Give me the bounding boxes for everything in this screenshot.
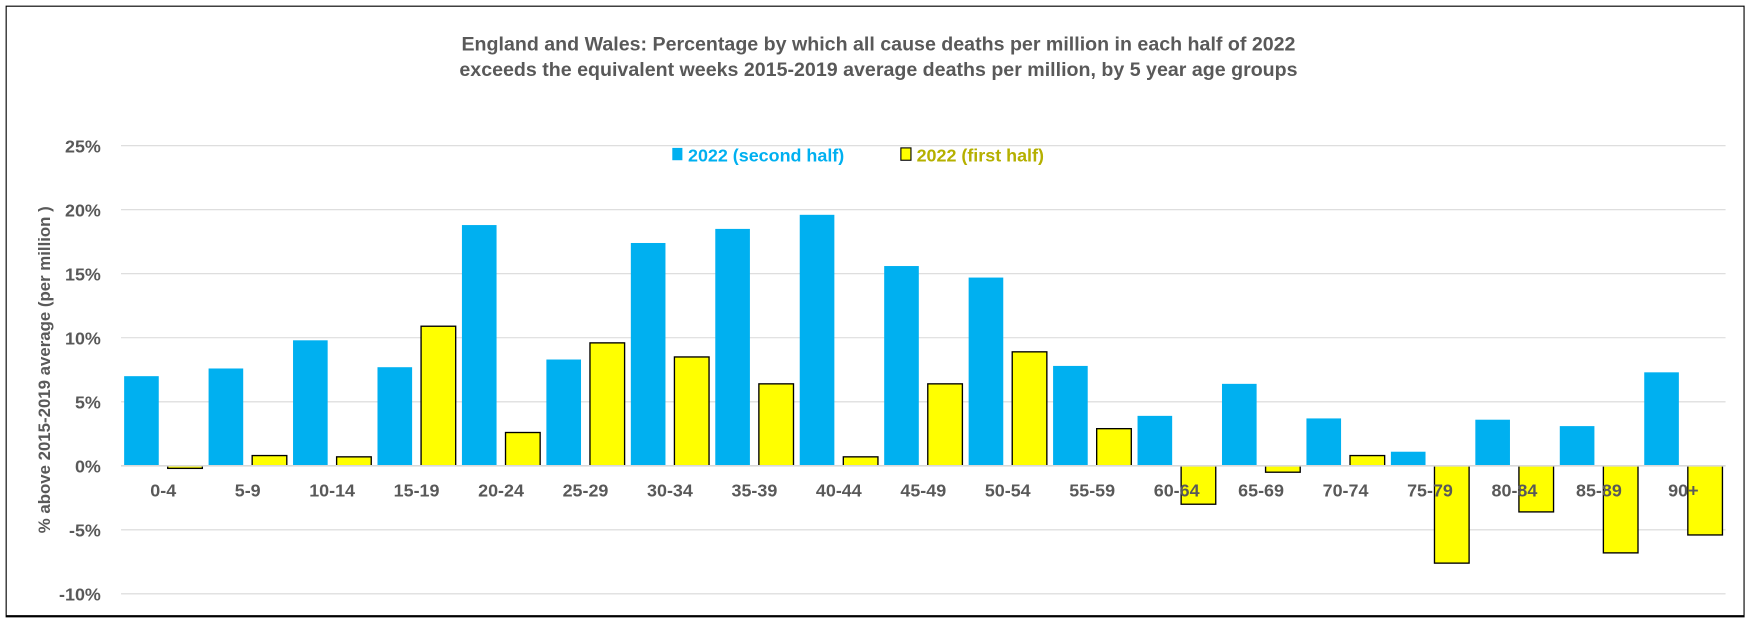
bar-first-half — [927, 383, 964, 467]
x-tick-label: 80-84 — [1492, 480, 1538, 500]
x-tick-label: 25-29 — [563, 480, 609, 500]
bar-second-half — [1475, 419, 1510, 466]
chart-title-line-2: exceeds the equivalent weeks 2015-2019 a… — [459, 58, 1298, 81]
bar-second-half — [1306, 418, 1342, 466]
bar-first-half — [251, 454, 288, 467]
x-tick-label: 20-24 — [478, 480, 524, 500]
bar-first-half — [420, 325, 457, 467]
x-tick-label: 60-64 — [1154, 480, 1200, 500]
bar-second-half — [546, 359, 582, 466]
bar-second-half — [293, 340, 328, 466]
bar-first-half — [842, 456, 879, 467]
bar-first-half — [1096, 427, 1132, 467]
bar-second-half — [1390, 451, 1426, 466]
bar-first-half — [1011, 351, 1048, 467]
y-tick-label: 20% — [65, 200, 101, 220]
y-tick-label: -10% — [59, 585, 101, 605]
x-tick-label: 30-34 — [647, 480, 693, 500]
bar-second-half — [968, 277, 1004, 466]
chart-title-line-1: England and Wales: Percentage by which a… — [461, 32, 1296, 55]
bar-second-half — [1221, 383, 1257, 466]
bar-second-half — [461, 225, 497, 466]
x-tick-label: 15-19 — [394, 480, 440, 500]
bar-first-half — [589, 342, 626, 467]
x-tick-label: 75-79 — [1407, 480, 1453, 500]
bar-second-half — [715, 228, 750, 466]
x-tick-label: 0-4 — [150, 480, 176, 500]
bar-first-half — [1349, 454, 1386, 467]
legend-label: 2022 (first half) — [917, 145, 1044, 165]
bar-first-half — [1518, 465, 1555, 513]
bar-first-half — [335, 456, 372, 467]
legend-swatch — [672, 147, 683, 161]
x-tick-label: 35-39 — [731, 480, 777, 500]
bar-first-half — [1687, 465, 1724, 536]
bar-first-half — [1433, 465, 1470, 564]
y-tick-label: 5% — [75, 393, 101, 413]
bar-second-half — [799, 214, 835, 466]
bar-first-half — [504, 431, 541, 467]
bar-second-half — [124, 376, 159, 466]
legend-swatch — [900, 147, 912, 161]
y-tick-label: 15% — [65, 264, 101, 284]
bar-second-half — [1559, 426, 1595, 466]
bar-second-half — [1137, 415, 1173, 466]
chart-frame — [5, 5, 1745, 618]
x-tick-label: 5-9 — [235, 480, 261, 500]
x-tick-label: 10-14 — [309, 480, 355, 500]
bar-first-half — [1264, 465, 1301, 473]
y-tick-label: -5% — [69, 521, 101, 541]
x-tick-label: 55-59 — [1069, 480, 1115, 500]
y-tick-label: 25% — [65, 136, 101, 156]
y-tick-label: 0% — [75, 457, 101, 477]
bar-first-half — [673, 356, 710, 467]
x-tick-label: 45-49 — [900, 480, 946, 500]
chart-title: England and Wales: Percentage by which a… — [0, 31, 1757, 83]
x-tick-label: 90+ — [1668, 480, 1698, 500]
bar-first-half — [758, 383, 795, 467]
bar-second-half — [884, 266, 919, 466]
bar-second-half — [1053, 365, 1088, 466]
legend-label: 2022 (second half) — [688, 145, 844, 165]
x-tick-label: 85-89 — [1576, 480, 1622, 500]
bar-second-half — [208, 368, 244, 466]
bar-second-half — [630, 242, 666, 466]
x-tick-label: 50-54 — [985, 480, 1031, 500]
bar-first-half — [1602, 465, 1639, 554]
x-tick-label: 40-44 — [816, 480, 862, 500]
x-tick-label: 70-74 — [1323, 480, 1369, 500]
bar-second-half — [377, 367, 413, 466]
bar-second-half — [1644, 372, 1679, 466]
y-tick-label: 10% — [65, 328, 101, 348]
x-tick-label: 65-69 — [1238, 480, 1284, 500]
